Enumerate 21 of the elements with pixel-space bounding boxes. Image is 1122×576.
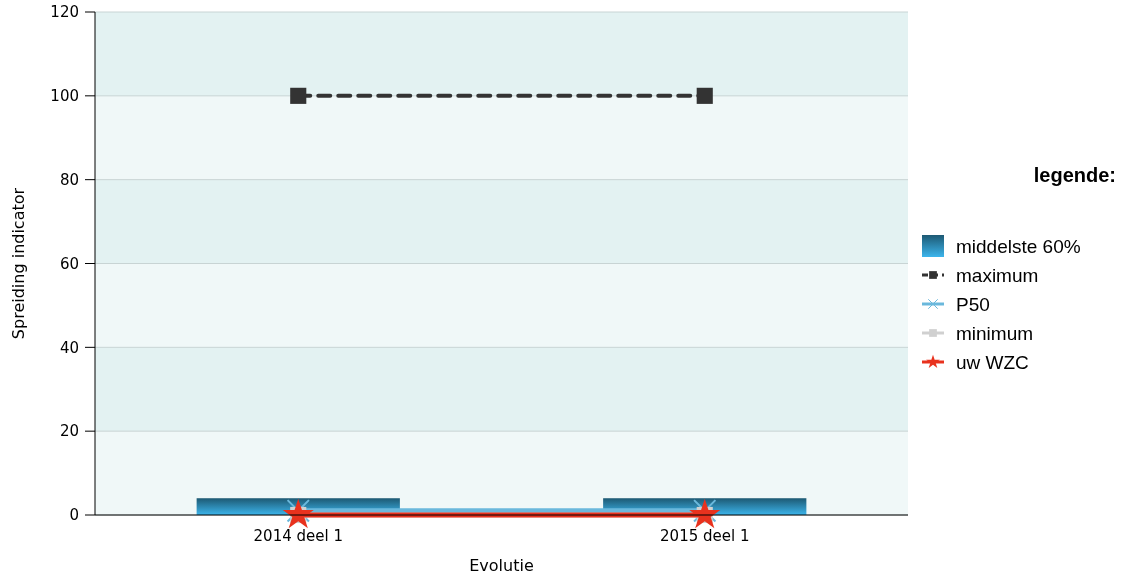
legend-label: minimum [956, 322, 1034, 344]
legend-label: uw WZC [956, 351, 1029, 373]
x-tick-label: 2015 deel 1 [660, 527, 750, 545]
y-tick-label: 100 [50, 87, 79, 106]
y-tick-label: 80 [59, 170, 79, 189]
point [696, 87, 713, 104]
y-tick-label: 20 [59, 422, 79, 441]
y-tick-label: 40 [59, 338, 79, 357]
legend-label: middelste 60% [956, 235, 1081, 257]
x-axis-title: Evolutie [469, 556, 534, 575]
legend-label: P50 [956, 293, 990, 315]
point [290, 87, 307, 104]
y-tick-label: 60 [59, 254, 79, 273]
point [689, 498, 721, 529]
y-axis-title: Spreiding indicator [9, 187, 28, 340]
legend-label: maximum [956, 264, 1039, 286]
point [282, 498, 314, 529]
y-tick-label: 0 [69, 506, 79, 525]
y-tick-label: 120 [50, 3, 79, 22]
x-tick-label: 2014 deel 1 [253, 527, 343, 545]
legend-title: legende: [1033, 164, 1116, 186]
